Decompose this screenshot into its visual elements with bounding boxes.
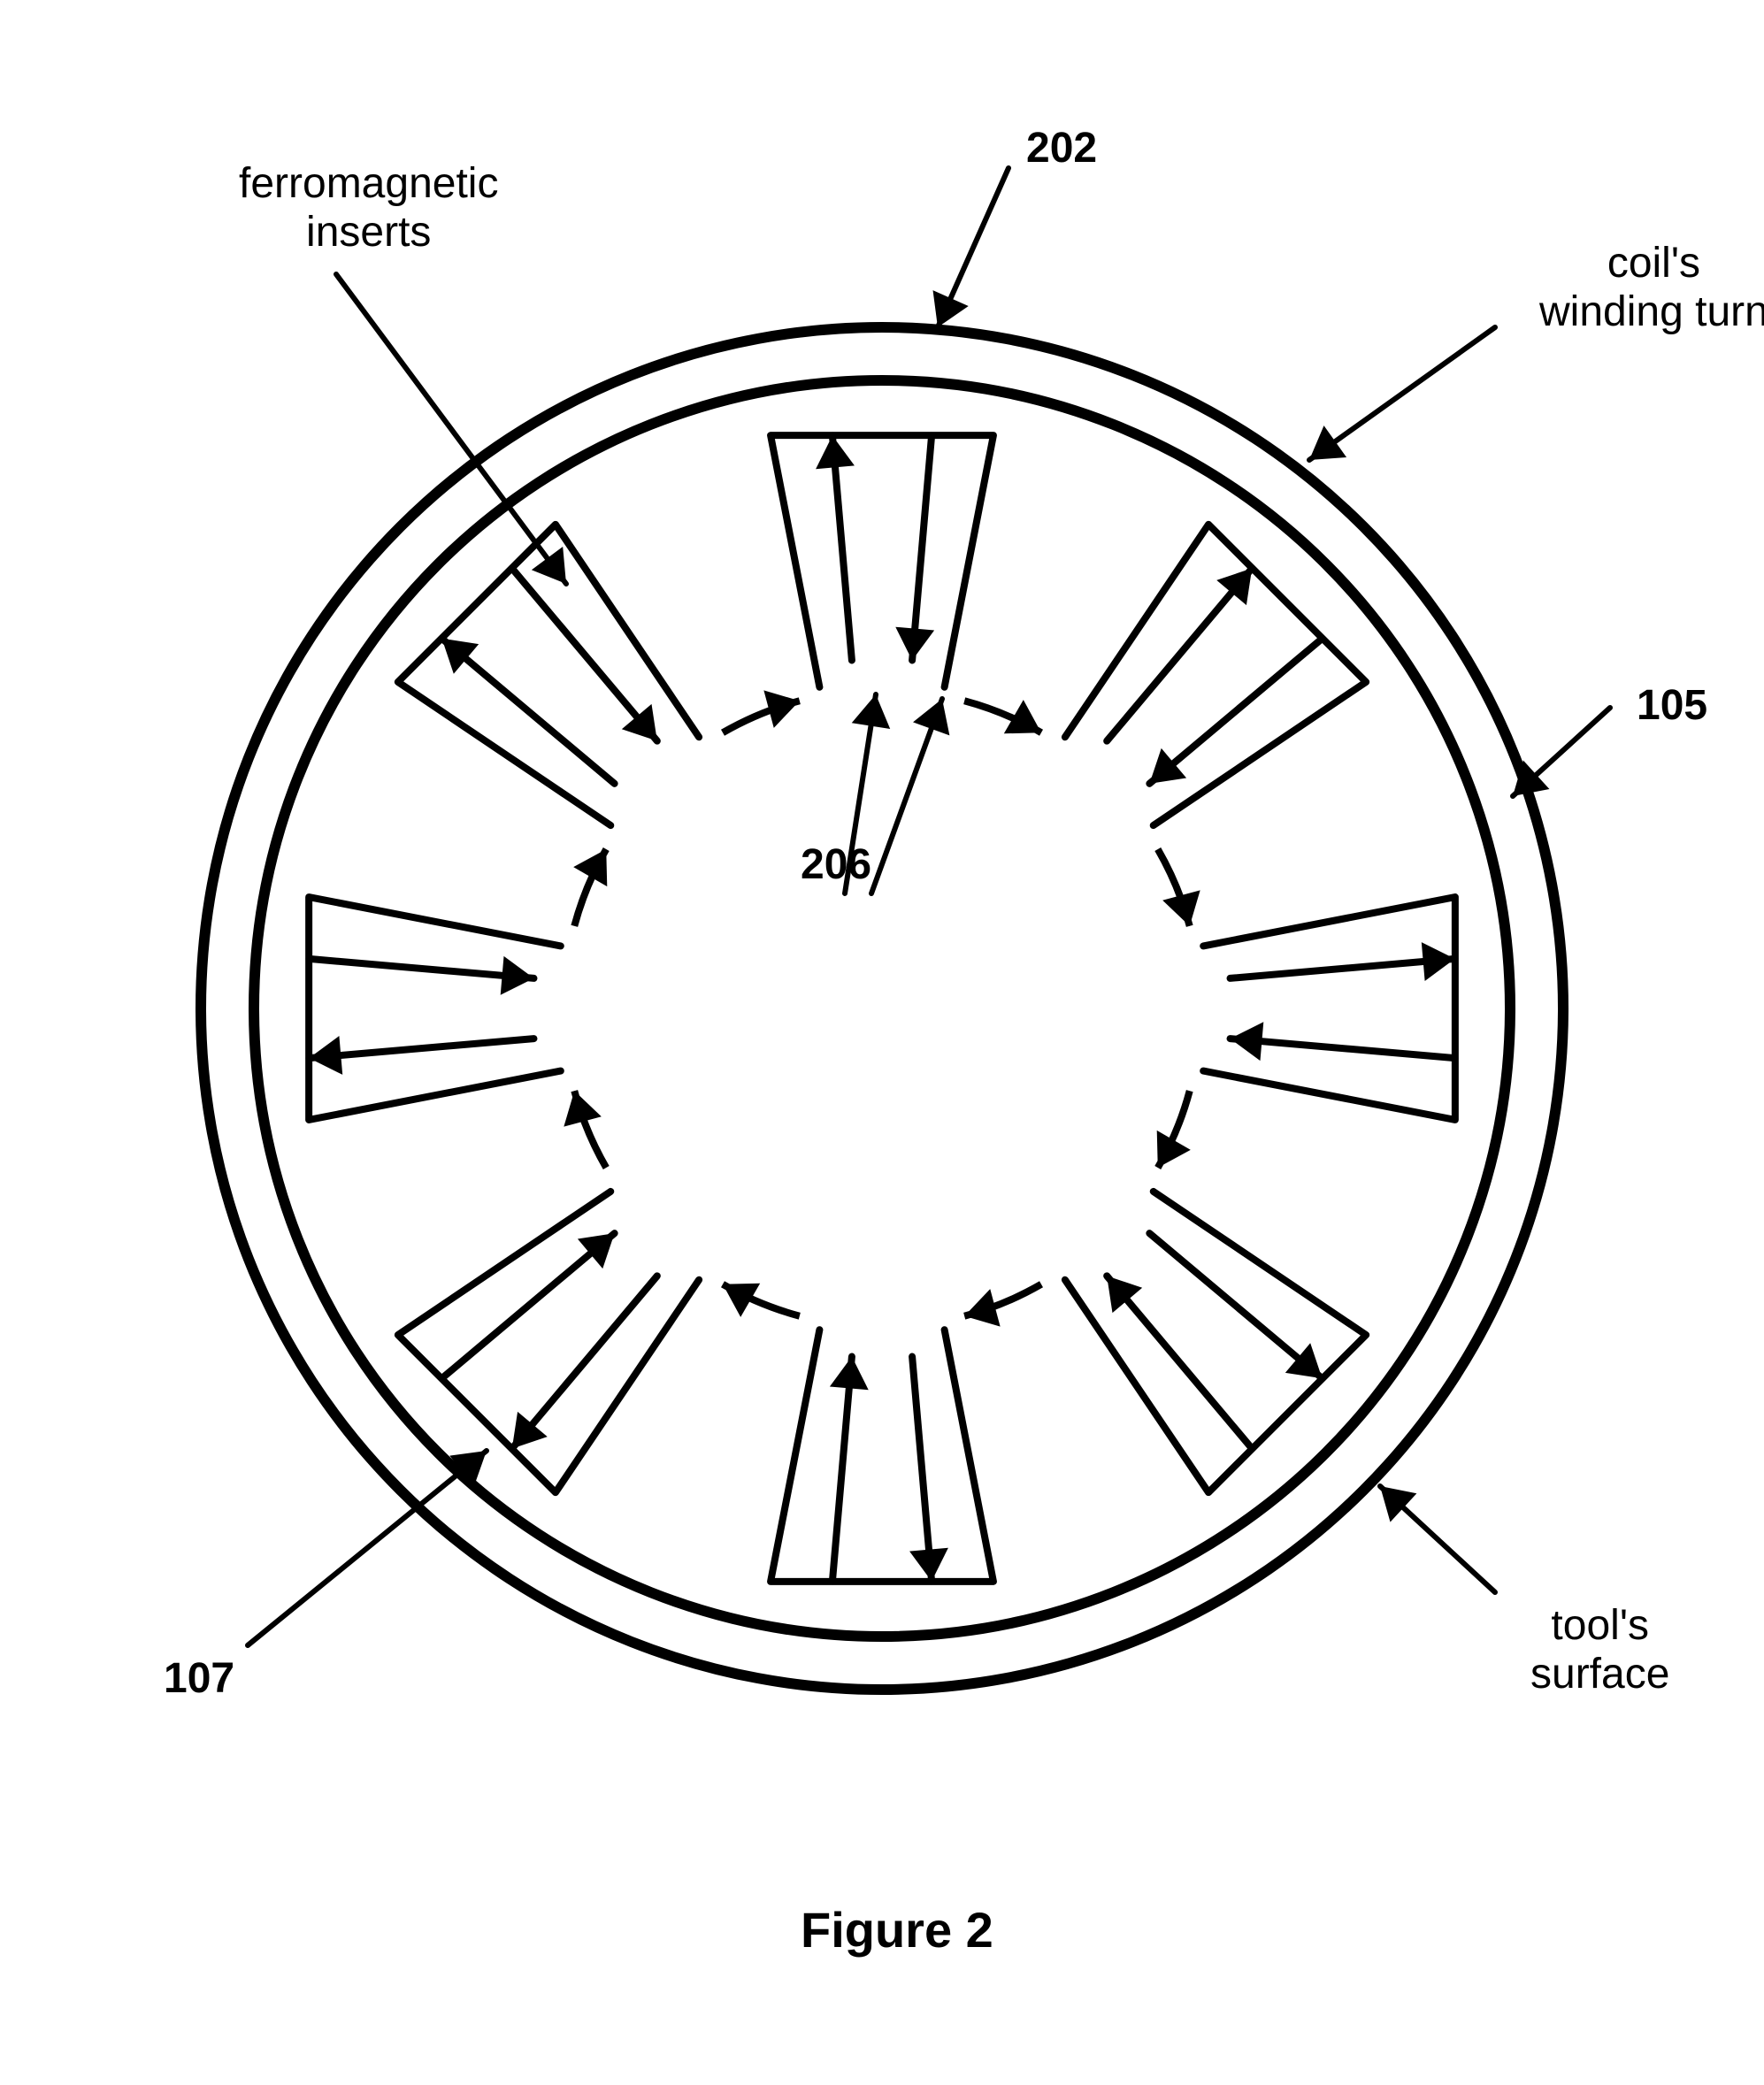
label-ref-105: 105 xyxy=(1637,681,1707,730)
label-ferromagnetic-inserts: ferromagnetic inserts xyxy=(239,159,498,257)
label-ref-202: 202 xyxy=(1026,124,1097,172)
label-ref-107: 107 xyxy=(164,1654,234,1703)
diagram-svg xyxy=(0,0,1764,2085)
figure-caption: Figure 2 xyxy=(801,1902,993,1959)
label-tools-surface: tool's surface xyxy=(1530,1601,1669,1698)
label-coils-winding-turn: coil's winding turn xyxy=(1539,239,1764,336)
label-ref-206: 206 xyxy=(801,840,871,889)
diagram-page: ferromagnetic inserts coil's winding tur… xyxy=(0,0,1764,2085)
